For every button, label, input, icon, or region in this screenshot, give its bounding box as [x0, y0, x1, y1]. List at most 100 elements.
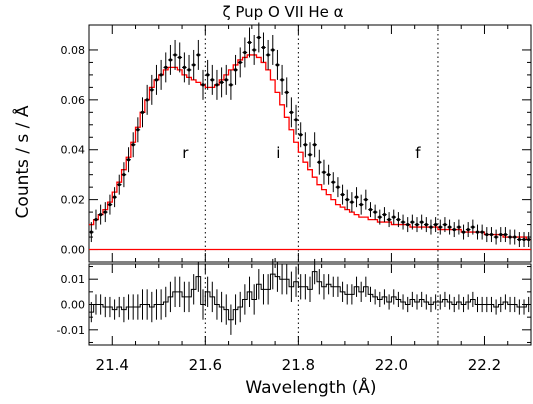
data-point — [172, 39, 178, 70]
data-point — [489, 227, 494, 243]
data-point — [414, 217, 420, 233]
data-marker — [145, 98, 149, 102]
data-point — [102, 202, 108, 223]
data-marker — [513, 235, 517, 239]
data-marker — [289, 110, 293, 114]
data-point — [261, 32, 266, 63]
data-point — [437, 219, 443, 235]
data-point — [93, 209, 99, 230]
data-marker — [434, 222, 438, 227]
data-point — [158, 59, 164, 90]
data-point — [354, 187, 359, 208]
data-point — [507, 229, 513, 245]
data-marker — [503, 232, 508, 237]
data-marker — [154, 78, 159, 82]
data-marker — [327, 173, 331, 177]
data-marker — [438, 225, 442, 229]
y-axis-label: Counts / s / Å — [11, 105, 33, 218]
data-point — [205, 59, 210, 90]
data-marker — [192, 63, 196, 67]
data-point — [182, 52, 187, 83]
line-label-f: f — [415, 144, 421, 162]
data-marker — [382, 213, 387, 217]
data-marker — [280, 78, 284, 82]
data-marker — [220, 80, 224, 84]
data-marker — [429, 225, 433, 229]
data-marker — [308, 153, 312, 157]
data-point — [382, 207, 387, 223]
data-marker — [285, 90, 289, 94]
data-point — [140, 97, 145, 128]
data-marker — [229, 83, 233, 87]
data-point — [144, 84, 150, 115]
data-point — [293, 104, 299, 135]
data-marker — [173, 53, 177, 57]
data-marker — [238, 60, 242, 65]
data-point — [405, 217, 411, 233]
data-marker — [401, 220, 405, 224]
x-tick-label: 22.0 — [375, 356, 408, 374]
data-marker — [410, 220, 414, 224]
data-point — [270, 34, 276, 65]
residual-y-tick-label: 0.00 — [61, 299, 86, 312]
data-marker — [303, 143, 307, 147]
data-marker — [471, 225, 475, 229]
x-axis-ticks: 21.4 21.6 21.8 22.0 22.2 — [96, 356, 502, 374]
data-point — [186, 54, 192, 85]
y-tick-label: 0.04 — [61, 144, 86, 157]
data-marker — [392, 215, 396, 219]
y-tick-label: 0.08 — [61, 44, 86, 57]
data-point — [419, 214, 424, 230]
data-point — [451, 222, 457, 238]
data-point — [517, 232, 522, 248]
data-point — [312, 132, 317, 158]
top-panel: r i f 0.00 0.02 0.04 0.06 0.08 — [61, 22, 532, 263]
data-point — [219, 67, 224, 98]
data-marker — [494, 235, 498, 239]
data-point — [209, 64, 215, 95]
data-point — [368, 202, 373, 218]
data-point — [470, 219, 476, 235]
data-point — [465, 222, 471, 238]
data-point — [168, 44, 173, 75]
data-marker — [140, 110, 145, 114]
data-point — [149, 74, 155, 105]
data-point — [303, 132, 308, 158]
data-marker — [131, 143, 135, 147]
data-marker — [122, 173, 126, 177]
data-point — [200, 69, 206, 100]
data-point — [107, 194, 113, 215]
data-marker — [136, 128, 140, 132]
data-marker — [480, 230, 484, 234]
data-marker — [164, 65, 168, 70]
data-point — [521, 232, 527, 248]
data-marker — [373, 210, 377, 214]
data-point — [358, 194, 364, 215]
data-point — [214, 69, 220, 100]
data-point — [256, 22, 262, 53]
data-marker — [215, 83, 219, 87]
data-marker — [415, 222, 419, 227]
data-marker — [299, 133, 303, 137]
data-marker — [313, 143, 317, 147]
data-point — [423, 217, 429, 233]
data-marker — [126, 158, 131, 162]
data-point — [98, 204, 103, 225]
data-point — [396, 212, 401, 228]
x-tick-label: 21.4 — [96, 356, 129, 374]
data-point — [498, 227, 504, 243]
data-marker — [485, 232, 489, 237]
data-point — [177, 42, 183, 73]
data-marker — [499, 232, 503, 237]
data-point — [223, 64, 229, 95]
data-point — [196, 39, 201, 70]
data-marker — [201, 83, 205, 87]
data-point — [265, 39, 271, 70]
data-marker — [275, 63, 280, 67]
residual-y-tick-label: 0.01 — [61, 273, 86, 286]
data-point — [391, 209, 397, 225]
data-marker — [112, 195, 117, 199]
line-label-r: r — [182, 144, 189, 162]
data-marker — [178, 55, 182, 60]
